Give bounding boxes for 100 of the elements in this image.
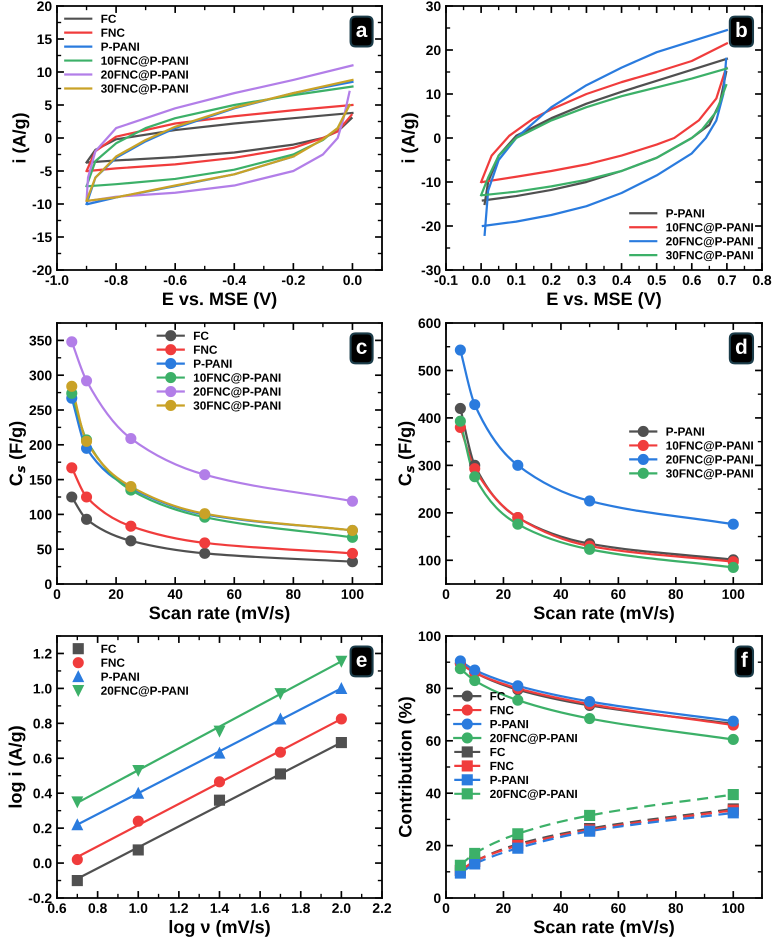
y-tick-label: 150: [30, 474, 52, 485]
y-tick-label: 0: [434, 133, 441, 144]
annotation: c: [356, 342, 367, 354]
x-tick-label: -1.0: [46, 275, 68, 286]
y-tick-label: -30: [422, 265, 441, 276]
y-tick-label: 600: [418, 318, 441, 328]
y-tick-label: 100: [30, 510, 52, 520]
x-axis-title: Scan rate (mV/s): [534, 920, 674, 937]
x-tick-label: 1.4: [210, 903, 230, 913]
x-tick-label: 0.7: [718, 275, 736, 286]
y-tick-label: 0.6: [33, 754, 52, 764]
x-tick-label: 60: [611, 589, 626, 600]
x-tick-label: 80: [668, 589, 683, 600]
annotation: e: [356, 656, 367, 668]
legend-label: 20FNC@P-PANI: [490, 734, 577, 744]
x-tick-label: 0.0: [472, 275, 490, 286]
y-tick-label: -20: [32, 265, 52, 276]
y-tick-label: 200: [418, 508, 441, 518]
legend-label: FC: [194, 332, 209, 340]
legend-label: P-PANI: [490, 776, 528, 784]
y-axis-title: C$_{s}$ (F/g): [398, 422, 415, 486]
y-tick-label: 300: [29, 370, 52, 380]
x-tick-label: 0.6: [682, 275, 701, 286]
legend-label: FC: [490, 692, 506, 700]
x-tick-label: 100: [342, 589, 364, 600]
legend-label: FNC: [490, 762, 514, 770]
x-tick-label: -0.4: [222, 275, 246, 286]
legend-label: 30FNC@P-PANI: [100, 84, 188, 94]
y-tick-label: 5: [44, 100, 52, 110]
x-tick-label: -0.2: [282, 275, 305, 286]
y-tick-label: -15: [32, 232, 52, 242]
x-tick-label: 0.1: [507, 275, 526, 286]
x-tick-label: 0.4: [612, 275, 632, 286]
y-tick-label: 0: [434, 893, 441, 904]
legend-label: FNC: [490, 706, 514, 714]
y-tick-label: -5: [40, 166, 52, 176]
y-tick-label: -10: [32, 199, 52, 210]
x-tick-label: 1.6: [251, 903, 270, 914]
y-tick-label: 0.4: [33, 788, 52, 798]
x-tick-label: 40: [553, 903, 568, 914]
x-tick-label: 1.0: [129, 903, 148, 914]
y-tick-label: 20: [426, 45, 441, 56]
x-tick-label: -0.1: [434, 275, 458, 286]
legend-label: P-PANI: [101, 42, 140, 51]
y-tick-label: 1.2: [34, 648, 52, 658]
x-tick-label: 80: [286, 589, 301, 600]
legend-label: FC: [101, 644, 116, 653]
y-tick-label: 100: [418, 631, 441, 642]
x-tick-label: 40: [168, 589, 182, 600]
y-tick-label: 350: [29, 336, 52, 346]
legend-label: 10FNC@P-PANI: [666, 222, 753, 234]
legend-label: 30FNC@P-PANI: [193, 401, 280, 412]
x-tick-label: 60: [227, 589, 242, 600]
x-tick-label: 0.3: [577, 275, 596, 286]
legend-label: P-PANI: [666, 427, 704, 436]
x-tick-label: 20: [108, 589, 124, 600]
annotation: a: [356, 26, 368, 38]
y-tick-label: -10: [422, 177, 441, 188]
x-tick-label: 40: [553, 589, 568, 600]
legend-label: FNC: [101, 658, 125, 667]
y-tick-label: 80: [426, 684, 441, 694]
y-tick-label: 50: [37, 544, 52, 554]
y-tick-label: 10: [426, 89, 441, 100]
y-tick-label: 0.2: [33, 823, 52, 834]
x-tick-label: 20: [496, 903, 511, 914]
x-tick-label: 0.2: [542, 275, 560, 286]
x-axis-title: Scan rate (mV/s): [534, 606, 674, 623]
x-axis-title: E vs. MSE (V): [548, 292, 661, 309]
legend-label: 10FNC@P-PANI: [666, 441, 753, 452]
y-tick-label: 0: [44, 133, 52, 144]
legend-label: P-PANI: [194, 360, 232, 368]
y-tick-label: -0.2: [28, 893, 52, 904]
legend-label: 20FNC@P-PANI: [666, 455, 753, 466]
x-tick-label: -0.8: [104, 275, 128, 286]
y-axis-title: C$_{s}$ (F/g): [9, 422, 26, 486]
y-tick-label: 250: [29, 405, 52, 416]
y-tick-label: 200: [29, 440, 52, 450]
x-axis-title: Scan rate (mV/s): [149, 606, 290, 623]
y-tick-label: 0.0: [33, 858, 52, 868]
y-tick-label: -20: [422, 221, 441, 232]
legend-label: P-PANI: [101, 672, 140, 681]
x-tick-label: 2.0: [332, 903, 350, 914]
y-tick-label: 10: [38, 67, 52, 78]
y-tick-label: 1.0: [34, 684, 52, 694]
legend-label: 20FNC@P-PANI: [101, 686, 188, 697]
legend-label: FNC: [194, 346, 218, 354]
y-axis-title: i (A/g): [401, 113, 418, 162]
x-tick-label: 0: [54, 589, 60, 600]
legend-label: 20FNC@P-PANI: [490, 790, 577, 800]
x-tick-label: 0: [442, 589, 450, 600]
y-tick-label: 500: [418, 366, 441, 376]
x-tick-label: 0.8: [88, 903, 107, 914]
legend-label: 30FNC@P-PANI: [666, 250, 753, 262]
x-tick-label: 0.0: [343, 275, 362, 286]
x-tick-label: 0.5: [648, 275, 666, 286]
legend-label: FC: [101, 14, 116, 23]
x-tick-label: 1.8: [292, 903, 310, 914]
legend-label: 30FNC@P-PANI: [666, 469, 753, 480]
y-axis-title: i (A/g): [12, 113, 30, 162]
legend-label: FNC: [101, 28, 125, 37]
